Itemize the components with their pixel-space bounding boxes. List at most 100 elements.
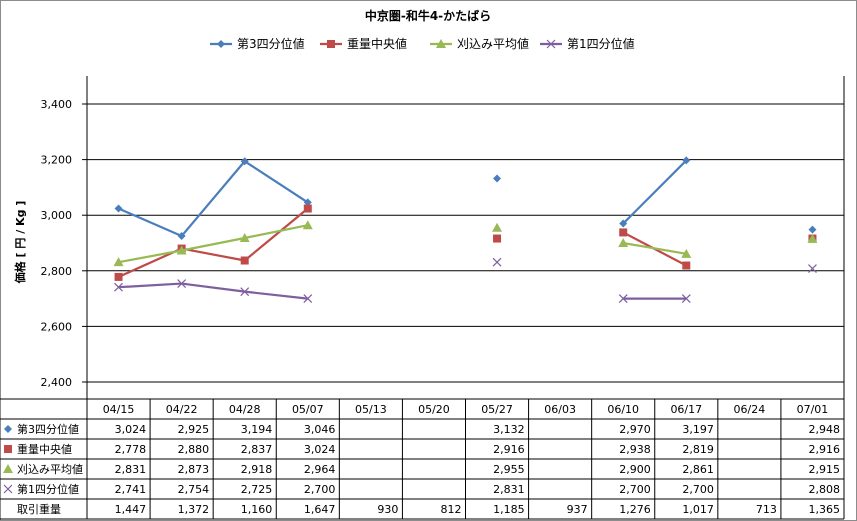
series-line [118,282,182,289]
x-tick-label: 06/17 [670,403,702,416]
legend-marker [436,39,446,48]
data-point [681,294,691,304]
volume-label: 1,372 [178,503,210,516]
volume-label: 713 [756,503,777,516]
data-point [618,238,629,247]
y-tick-label: 3,200 [41,154,73,167]
y-tick-label: 3,400 [41,98,73,111]
data-label: 2,725 [241,483,273,496]
series-2 [113,220,818,267]
volume-label: 1,160 [241,503,273,516]
data-point [303,294,313,304]
series-line [118,249,182,264]
data-label: 2,955 [493,463,525,476]
x-tick-label: 04/28 [229,403,261,416]
data-point [681,248,692,258]
data-point [808,225,817,234]
data-point [114,204,123,213]
x-tick-label: 07/01 [797,403,829,416]
series-3 [114,257,817,304]
x-tick-label: 05/20 [418,403,450,416]
data-label: 2,741 [115,483,147,496]
x-tick-label: 06/10 [607,403,639,416]
data-label: 2,880 [178,443,210,456]
data-point [619,228,628,237]
data-point [114,282,123,292]
y-tick-label: 3,000 [41,209,73,222]
x-tick-label: 05/27 [481,403,513,416]
table-row-label-volume: 取引重量 [17,502,61,516]
data-point [176,245,187,255]
data-label: 2,938 [619,443,651,456]
data-table: 04/15 04/22 04/28 05/07 05/13 05/20 05/27 06/03… [0,76,845,520]
volume-label: 1,447 [115,503,147,516]
data-label: 2,819 [682,443,714,456]
legend-marker [327,40,335,48]
data-point [303,204,312,213]
data-point [619,219,628,228]
data-label: 2,948 [809,423,841,436]
data-point [177,232,186,241]
y-tick-label: 2,800 [41,265,73,278]
data-point [682,156,691,165]
data-point [492,222,503,232]
data-label: 2,916 [809,443,841,456]
data-point [807,233,818,243]
data-point [493,234,502,243]
data-label: 3,046 [304,423,336,436]
legend: 第3四分位値 重量中央値 刈込み平均値 第1四分位値 [210,36,635,51]
volume-label: 930 [377,503,398,516]
series-line [244,290,308,300]
data-label: 3,197 [682,423,714,436]
data-point [240,287,250,297]
data-point [240,256,249,265]
data-label: 2,873 [178,463,210,476]
volume-label: 812 [441,503,462,516]
data-point [114,272,123,281]
x-tick-label: 06/03 [544,403,576,416]
data-label: 2,754 [178,483,210,496]
data-label: 2,808 [809,483,841,496]
x-tick-label: 04/22 [166,403,198,416]
data-point [493,174,502,183]
data-label: 2,700 [682,483,714,496]
table-legend-key [4,425,12,433]
data-label: 2,861 [682,463,714,476]
table-row-label: 第1四分位値 [17,482,79,496]
table-row-label: 重量中央値 [17,442,72,456]
data-label: 2,970 [619,423,651,436]
data-point [303,198,312,207]
data-label: 2,831 [493,483,525,496]
data-label: 2,915 [809,463,841,476]
legend-marker [217,40,225,48]
data-label: 2,916 [493,443,525,456]
y-axis-label: 価格 [ 円 / Kg ] [13,201,27,285]
legend-label: 第1四分位値 [567,36,635,51]
data-label: 2,700 [619,483,651,496]
x-tick-label: 06/24 [734,403,766,416]
legend-label: 刈込み平均値 [457,36,529,51]
data-label: 3,194 [241,423,273,436]
volume-label: 937 [567,503,588,516]
data-label: 2,964 [304,463,336,476]
volume-label: 1,276 [619,503,651,516]
data-label: 3,024 [304,443,336,456]
data-label: 2,837 [241,443,273,456]
y-tick-label: 2,400 [41,376,73,389]
table-legend-key [3,484,13,494]
legend-label: 重量中央値 [347,36,407,51]
volume-label: 1,647 [304,503,336,516]
data-point [239,232,250,242]
y-tick-label: 2,600 [41,320,73,333]
data-label: 2,831 [115,463,147,476]
data-label: 2,925 [178,423,210,436]
data-label: 3,132 [493,423,525,436]
x-tick-label: 05/13 [355,403,387,416]
table-legend-key [4,445,12,453]
volume-label: 1,185 [493,503,525,516]
table-row-label: 第3四分位値 [17,422,79,436]
series-line [118,207,183,238]
data-point [618,294,628,304]
data-point [113,257,124,267]
